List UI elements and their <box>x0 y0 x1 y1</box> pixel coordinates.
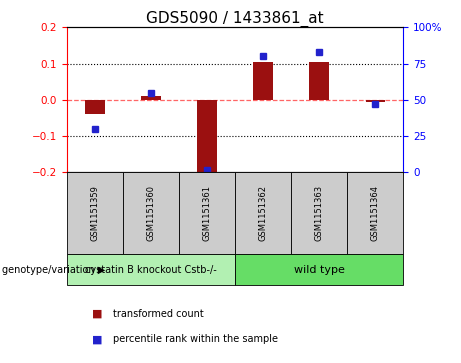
Text: GSM1151359: GSM1151359 <box>90 185 100 241</box>
Bar <box>85 100 105 114</box>
Text: GSM1151362: GSM1151362 <box>259 185 268 241</box>
Text: GSM1151361: GSM1151361 <box>202 185 212 241</box>
Text: genotype/variation ▶: genotype/variation ▶ <box>2 265 106 274</box>
Text: ■: ■ <box>92 334 103 344</box>
Bar <box>254 62 273 100</box>
Text: GSM1151363: GSM1151363 <box>315 185 324 241</box>
Text: GSM1151364: GSM1151364 <box>371 185 380 241</box>
Title: GDS5090 / 1433861_at: GDS5090 / 1433861_at <box>146 11 324 27</box>
Bar <box>366 100 385 102</box>
Text: wild type: wild type <box>294 265 345 274</box>
Bar <box>197 100 217 174</box>
Text: transformed count: transformed count <box>113 309 204 319</box>
Text: percentile rank within the sample: percentile rank within the sample <box>113 334 278 344</box>
Bar <box>309 62 329 100</box>
Bar <box>141 96 161 100</box>
Text: cystatin B knockout Cstb-/-: cystatin B knockout Cstb-/- <box>85 265 217 274</box>
Text: ■: ■ <box>92 309 103 319</box>
Text: GSM1151360: GSM1151360 <box>147 185 155 241</box>
